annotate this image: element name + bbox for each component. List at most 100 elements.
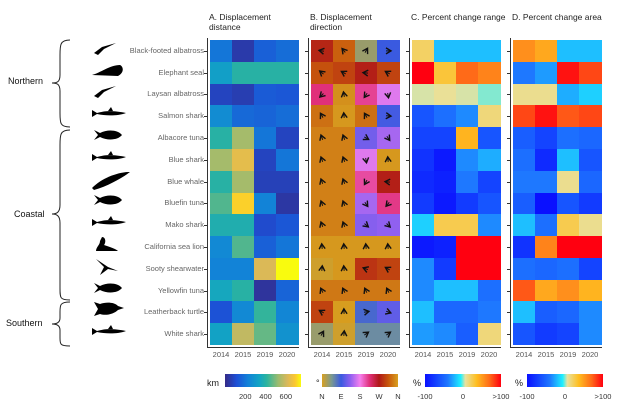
heatmap-cell-c (456, 257, 479, 281)
direction-arrow-icon (384, 70, 392, 77)
heatmap-cell-b (355, 105, 378, 128)
tuna-silhouette-icon (94, 282, 122, 293)
panel-c-x-axis (409, 347, 501, 348)
heatmap-cell-a (254, 323, 277, 346)
direction-arrow-icon (384, 221, 392, 229)
heatmap-cell-a (254, 236, 277, 259)
heatmap-cell-d (557, 279, 580, 302)
direction-arrow-icon (319, 112, 326, 120)
y-tick (507, 246, 510, 248)
direction-arrow-icon (384, 242, 392, 250)
y-tick (204, 268, 207, 270)
direction-arrow-icon (362, 47, 369, 55)
y-tick (507, 312, 510, 314)
heatmap-cell-a (232, 257, 255, 281)
heatmap-cell-a (210, 170, 233, 193)
direction-arrow-icon (363, 91, 370, 99)
panel-b-y-axis (308, 38, 309, 348)
heatmap-cell-c (478, 214, 501, 237)
x-tick-label: 2014 (414, 350, 432, 359)
direction-arrow-icon (341, 177, 348, 185)
group-label-southern: Southern (6, 318, 43, 328)
heatmap-cell-d (513, 40, 536, 63)
species-label: White shark (164, 329, 204, 339)
heatmap-cell-d (513, 279, 536, 302)
heatmap-cell-b (355, 61, 378, 85)
heatmap-cell-b (355, 236, 378, 259)
direction-arrow-icon (340, 307, 348, 315)
heatmap-cell-d (557, 301, 580, 324)
heatmap-cell-b (355, 40, 378, 63)
heatmap-cell-c (478, 323, 501, 346)
direction-arrow-icon (362, 221, 370, 228)
heatmap-cell-c (456, 301, 479, 324)
heatmap-cell-c (456, 40, 479, 63)
y-tick (305, 50, 308, 52)
legend-d-unit: % (515, 378, 524, 388)
heatmap-cell-a (276, 105, 299, 128)
heatmap-cell-b (333, 192, 356, 215)
heatmap-cell-c (478, 83, 501, 106)
legend-tick-label: E (338, 392, 344, 401)
direction-arrow-icon (340, 264, 348, 272)
heatmap-cell-d (579, 83, 602, 106)
heatmap-cell-d (535, 301, 558, 324)
direction-arrow-icon (340, 90, 348, 98)
heatmap-cell-b (355, 170, 378, 193)
heatmap-cell-b (311, 105, 334, 128)
direction-arrow-icon (340, 329, 348, 337)
x-tick-label: 2019 (458, 350, 476, 359)
heatmap-cell-a (210, 323, 233, 346)
heatmap-cell-d (579, 236, 602, 259)
species-label: Leatherback turtle (143, 307, 204, 317)
heatmap-cell-d (513, 83, 536, 106)
heatmap-cell-a (254, 40, 277, 63)
direction-arrow-icon (340, 111, 348, 119)
heatmap-cell-c (478, 192, 501, 215)
y-tick (406, 94, 409, 96)
heatmap-cell-c (412, 279, 435, 302)
heatmap-cell-a (276, 83, 299, 106)
heatmap-cell-c (412, 127, 435, 150)
y-tick (305, 159, 308, 161)
direction-arrow-icon (383, 178, 391, 186)
heatmap-cell-d (513, 170, 536, 193)
heatmap-cell-d (535, 323, 558, 346)
direction-arrow-icon (318, 330, 325, 338)
legend-tick-label: -100 (417, 392, 433, 401)
shark-silhouette-icon (92, 150, 126, 161)
heatmap-cell-b (377, 236, 400, 259)
heatmap-cell-d (535, 127, 558, 150)
x-tick-label: 2015 (436, 350, 454, 359)
heatmap-cell-a (276, 61, 299, 85)
direction-arrow-icon (363, 286, 370, 294)
heatmap-cell-b (333, 61, 356, 85)
heatmap-cell-c (434, 127, 457, 150)
heatmap-cell-a (232, 279, 255, 302)
heatmap-cell-b (333, 214, 356, 237)
y-tick (305, 116, 308, 118)
heatmap-cell-d (557, 236, 580, 259)
direction-arrow-icon (341, 286, 348, 294)
species-label: Mako shark (165, 220, 204, 230)
y-tick (305, 246, 308, 248)
y-tick (507, 116, 510, 118)
heatmap-cell-b (311, 323, 334, 346)
heatmap-cell-c (412, 214, 435, 237)
brace-southern (51, 301, 71, 347)
x-tick-label: 2019 (559, 350, 577, 359)
heatmap-cell-d (535, 192, 558, 215)
panel-c-y-axis (409, 38, 410, 348)
tuna-silhouette-icon (94, 130, 122, 141)
y-tick (406, 181, 409, 183)
direction-arrow-icon (341, 199, 348, 207)
heatmap-cell-d (535, 40, 558, 63)
panel-d-x-axis (510, 347, 602, 348)
heatmap-cell-c (456, 192, 479, 215)
y-tick (305, 268, 308, 270)
y-tick (507, 268, 510, 270)
heatmap-cell-d (557, 214, 580, 237)
heatmap-cell-b (311, 236, 334, 259)
x-tick-label: 2014 (515, 350, 533, 359)
heatmap-cell-c (478, 236, 501, 259)
